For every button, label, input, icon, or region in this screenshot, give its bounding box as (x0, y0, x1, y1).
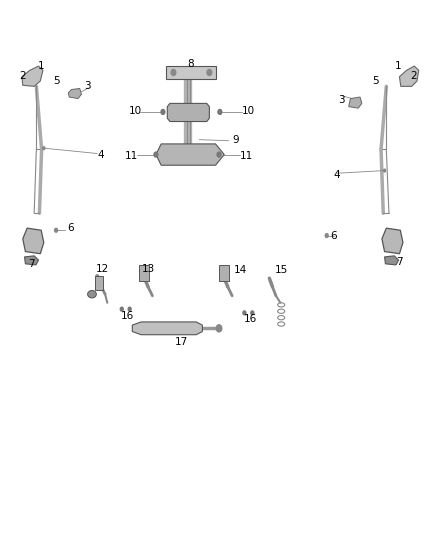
Text: 2: 2 (19, 71, 26, 81)
Bar (219, 265, 229, 281)
Text: 6: 6 (67, 223, 74, 233)
Polygon shape (382, 228, 403, 254)
Text: 14: 14 (233, 265, 247, 275)
Text: 5: 5 (372, 76, 379, 86)
Circle shape (383, 168, 386, 173)
Text: 3: 3 (338, 95, 345, 105)
Circle shape (325, 233, 329, 238)
Text: 10: 10 (242, 106, 255, 116)
Text: 3: 3 (84, 82, 91, 91)
Text: 6: 6 (330, 231, 337, 240)
Text: 11: 11 (240, 151, 253, 160)
Polygon shape (385, 256, 399, 265)
Text: 4: 4 (97, 150, 104, 159)
Text: 8: 8 (187, 59, 194, 69)
Text: 17: 17 (175, 337, 188, 347)
Polygon shape (25, 256, 39, 265)
Text: 2: 2 (410, 71, 417, 81)
Circle shape (170, 69, 177, 76)
Bar (139, 265, 149, 281)
Text: 4: 4 (333, 170, 340, 180)
Circle shape (206, 69, 212, 76)
Polygon shape (167, 103, 209, 122)
Polygon shape (23, 228, 44, 254)
Bar (95, 276, 103, 290)
Circle shape (215, 324, 223, 333)
Circle shape (250, 310, 254, 316)
Text: 16: 16 (244, 314, 257, 324)
Circle shape (160, 109, 166, 115)
Text: 5: 5 (53, 76, 60, 86)
Text: 16: 16 (121, 311, 134, 320)
Circle shape (217, 109, 223, 115)
Ellipse shape (88, 290, 96, 298)
Text: 9: 9 (232, 135, 239, 144)
Polygon shape (156, 144, 224, 165)
Circle shape (120, 306, 124, 312)
Circle shape (127, 306, 132, 312)
Bar (166, 66, 216, 79)
Text: 11: 11 (125, 151, 138, 160)
Text: 1: 1 (394, 61, 401, 70)
Polygon shape (132, 322, 202, 335)
Text: 1: 1 (38, 61, 45, 70)
Text: 12: 12 (96, 264, 110, 274)
Circle shape (242, 310, 247, 316)
Circle shape (42, 146, 46, 150)
Circle shape (54, 228, 58, 233)
Polygon shape (22, 66, 43, 86)
Polygon shape (349, 97, 362, 108)
Text: 15: 15 (275, 265, 288, 275)
Text: 7: 7 (396, 257, 403, 267)
Polygon shape (68, 88, 81, 99)
Text: 7: 7 (28, 259, 35, 269)
Polygon shape (399, 66, 419, 86)
Circle shape (216, 151, 222, 158)
Circle shape (153, 151, 159, 158)
Text: 13: 13 (142, 264, 155, 274)
Text: 10: 10 (128, 106, 141, 116)
